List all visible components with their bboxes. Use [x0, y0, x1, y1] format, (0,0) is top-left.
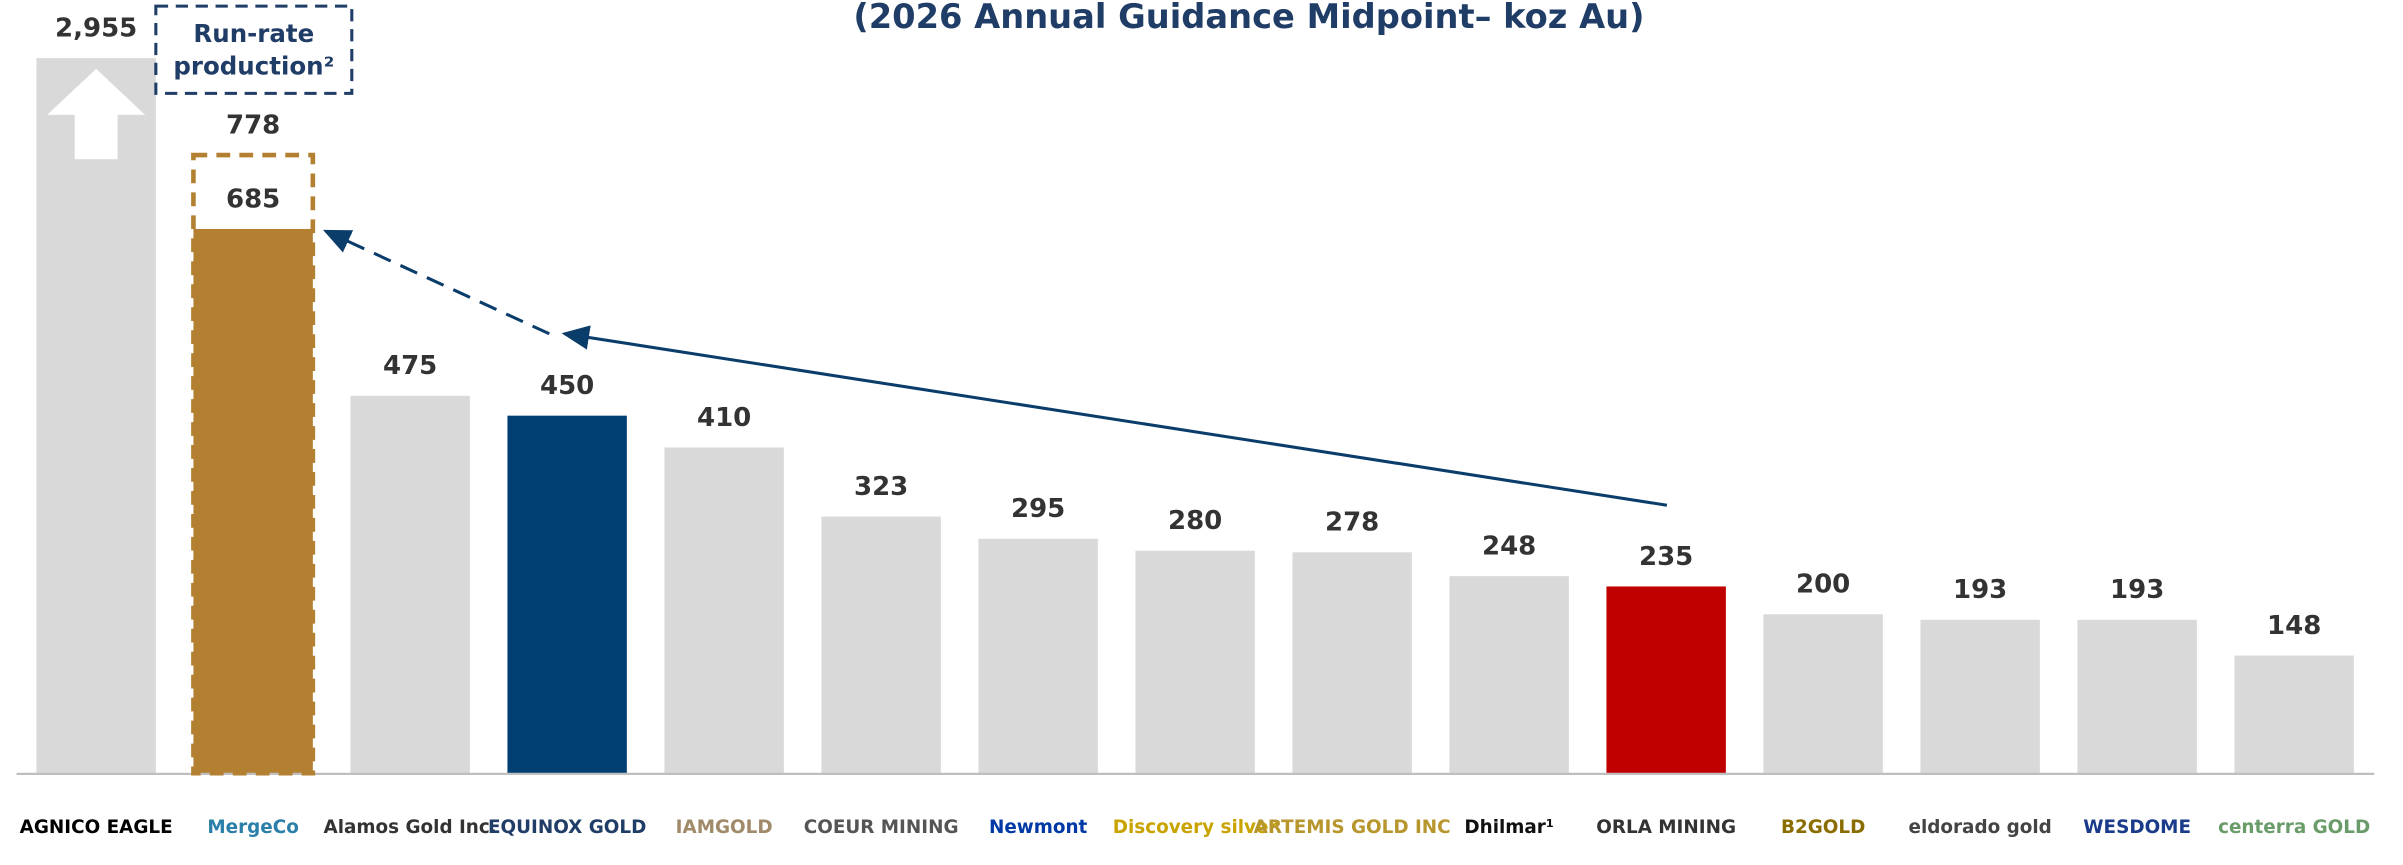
annotation: production²	[173, 51, 334, 80]
bar	[821, 516, 941, 774]
bar	[350, 395, 470, 774]
value-label: 410	[697, 403, 751, 433]
bar	[193, 228, 313, 774]
x-tick-label: ORLA MINING	[1596, 817, 1736, 838]
value-label: 475	[383, 351, 437, 381]
bar	[664, 447, 784, 774]
x-tick-label: ARTEMIS GOLD INC	[1254, 817, 1451, 838]
chart-title: (2026 Annual Guidance Midpoint– koz Au)	[853, 0, 1644, 36]
x-tick-label: Alamos Gold Inc.	[324, 817, 497, 838]
arrow	[561, 325, 1668, 507]
value-label: 450	[540, 371, 594, 401]
x-tick-label: EQUINOX GOLD	[488, 817, 646, 838]
value-label: 278	[1325, 508, 1379, 538]
break-arrow	[47, 68, 146, 160]
value-label: 200	[1796, 570, 1850, 600]
arrow	[323, 229, 550, 336]
annotation-box	[154, 4, 354, 95]
plot-area	[36, 58, 2354, 774]
bar	[1449, 576, 1569, 774]
x-tick-label: centerra GOLD	[2218, 817, 2370, 838]
value-label: 235	[1639, 542, 1693, 572]
annotation: Run-rate	[193, 19, 314, 48]
value-label: 280	[1168, 506, 1222, 536]
bar	[507, 415, 627, 774]
value-label: 193	[1953, 575, 2007, 605]
value-label: 193	[2110, 575, 2164, 605]
value-label: 148	[2267, 611, 2321, 641]
x-tick-label: Newmont	[989, 817, 1088, 838]
bar	[1920, 619, 2040, 774]
bar	[1763, 614, 1883, 774]
x-tick-label: B2GOLD	[1781, 817, 1865, 838]
x-tick-label: AGNICO EAGLE	[20, 817, 173, 838]
bar	[2077, 619, 2197, 774]
value-label: 323	[854, 472, 908, 502]
run-rate-box	[191, 152, 316, 776]
bar	[1292, 552, 1412, 774]
x-tick-label: WESDOME	[2083, 817, 2191, 838]
value-label: 685	[226, 184, 280, 214]
x-tick-label: COEUR MINING	[804, 817, 959, 838]
bar	[978, 538, 1098, 774]
value-label: 2,955	[55, 14, 137, 44]
run-rate-label: 778	[226, 111, 280, 141]
bar	[1135, 550, 1255, 774]
x-tick-label: Dhilmar¹	[1464, 817, 1554, 838]
value-label: 248	[1482, 532, 1536, 562]
x-tick-label: IAMGOLD	[676, 817, 773, 838]
bar	[1606, 586, 1726, 774]
x-tick-label: MergeCo	[207, 817, 298, 838]
value-label: 295	[1011, 494, 1065, 524]
bar	[2234, 655, 2354, 774]
x-tick-label: eldorado gold	[1909, 817, 2052, 838]
bar	[36, 58, 156, 774]
x-tick-label: Discovery silver	[1113, 817, 1278, 838]
